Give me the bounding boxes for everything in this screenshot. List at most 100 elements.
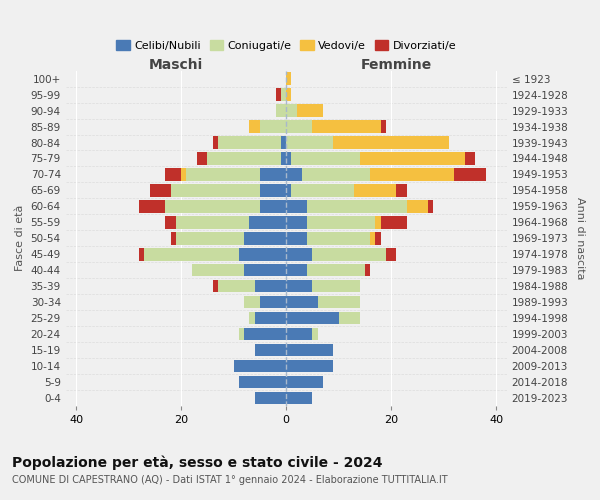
Bar [307, 232, 370, 244]
Bar [260, 184, 286, 196]
Text: Popolazione per età, sesso e stato civile - 2024: Popolazione per età, sesso e stato civil… [12, 455, 383, 469]
Bar [286, 152, 292, 164]
Y-axis label: Anni di nascita: Anni di nascita [575, 197, 585, 280]
Bar [286, 104, 296, 117]
Bar [187, 168, 260, 180]
Bar [407, 200, 428, 212]
Bar [286, 328, 313, 340]
Bar [286, 200, 307, 212]
Bar [250, 216, 286, 228]
Bar [286, 216, 307, 228]
Bar [170, 232, 176, 244]
Bar [250, 120, 260, 133]
Bar [360, 152, 465, 164]
Bar [281, 88, 286, 101]
Bar [233, 360, 286, 372]
Bar [286, 248, 313, 260]
Bar [191, 264, 244, 276]
Bar [381, 216, 407, 228]
Bar [275, 104, 286, 117]
Bar [307, 216, 376, 228]
Bar [286, 376, 323, 388]
Bar [244, 328, 286, 340]
Bar [218, 136, 281, 148]
Bar [286, 136, 334, 148]
Bar [149, 184, 170, 196]
Bar [260, 296, 286, 308]
Bar [212, 280, 218, 292]
Bar [286, 280, 313, 292]
Bar [370, 168, 454, 180]
Bar [145, 248, 239, 260]
Bar [292, 152, 360, 164]
Bar [254, 392, 286, 404]
Bar [170, 184, 260, 196]
Bar [176, 216, 250, 228]
Bar [397, 184, 407, 196]
Bar [250, 312, 254, 324]
Text: COMUNE DI CAPESTRANO (AQ) - Dati ISTAT 1° gennaio 2024 - Elaborazione TUTTITALIA: COMUNE DI CAPESTRANO (AQ) - Dati ISTAT 1… [12, 475, 448, 485]
Bar [286, 88, 292, 101]
Bar [254, 312, 286, 324]
Bar [244, 264, 286, 276]
Bar [381, 120, 386, 133]
Bar [454, 168, 486, 180]
Bar [365, 264, 370, 276]
Bar [166, 200, 260, 212]
Bar [197, 152, 208, 164]
Bar [139, 200, 166, 212]
Bar [286, 168, 302, 180]
Bar [218, 280, 254, 292]
Bar [302, 168, 370, 180]
Bar [286, 120, 313, 133]
Bar [208, 152, 281, 164]
Bar [281, 152, 286, 164]
Bar [286, 344, 334, 356]
Bar [428, 200, 433, 212]
Bar [286, 184, 292, 196]
Bar [339, 312, 360, 324]
Bar [313, 120, 381, 133]
Bar [465, 152, 475, 164]
Text: Femmine: Femmine [361, 58, 432, 72]
Bar [286, 72, 292, 85]
Legend: Celibi/Nubili, Coniugati/e, Vedovi/e, Divorziati/e: Celibi/Nubili, Coniugati/e, Vedovi/e, Di… [112, 36, 461, 56]
Text: Maschi: Maschi [149, 58, 203, 72]
Bar [307, 264, 365, 276]
Bar [212, 136, 218, 148]
Bar [370, 232, 376, 244]
Bar [239, 376, 286, 388]
Bar [386, 248, 397, 260]
Bar [254, 344, 286, 356]
Bar [281, 136, 286, 148]
Bar [239, 328, 244, 340]
Bar [307, 200, 407, 212]
Bar [244, 232, 286, 244]
Bar [260, 120, 286, 133]
Bar [296, 104, 323, 117]
Bar [286, 312, 339, 324]
Bar [275, 88, 281, 101]
Bar [260, 168, 286, 180]
Bar [139, 248, 145, 260]
Bar [166, 168, 181, 180]
Bar [313, 248, 386, 260]
Bar [176, 232, 244, 244]
Bar [317, 296, 360, 308]
Bar [181, 168, 187, 180]
Bar [292, 184, 355, 196]
Bar [355, 184, 397, 196]
Bar [313, 328, 317, 340]
Bar [239, 248, 286, 260]
Bar [254, 280, 286, 292]
Bar [166, 216, 176, 228]
Bar [286, 296, 317, 308]
Bar [244, 296, 260, 308]
Bar [376, 216, 381, 228]
Bar [376, 232, 381, 244]
Bar [334, 136, 449, 148]
Y-axis label: Fasce di età: Fasce di età [15, 205, 25, 272]
Bar [286, 264, 307, 276]
Bar [260, 200, 286, 212]
Bar [286, 360, 334, 372]
